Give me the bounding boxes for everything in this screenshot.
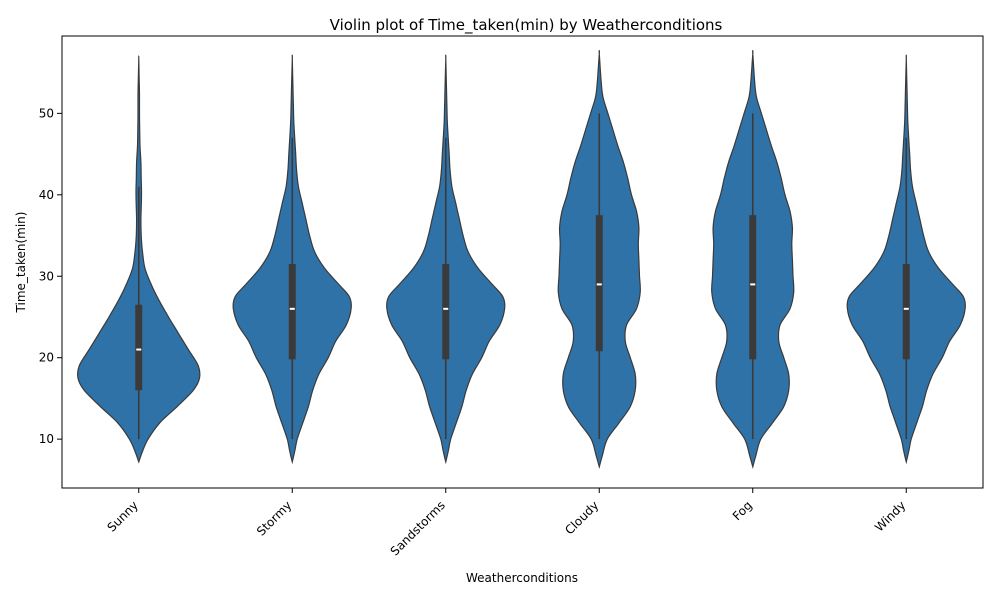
x-axis-ticks: Sunny Stormy Sandstorms Cloudy Fog Windy [104,488,908,558]
violin-windy [846,54,966,465]
x-tick-label: Sunny [104,498,140,534]
violin-iqr-box [135,304,143,391]
violin-fog [711,49,795,469]
x-axis-label: Weatherconditions [466,571,578,585]
violin-sunny [76,55,201,464]
y-tick-label: 10 [39,432,54,446]
violin-iqr-box [288,264,296,360]
plot-frame [61,35,984,489]
x-tick-label: Stormy [254,498,294,538]
x-tick-label: Fog [730,498,755,523]
x-tick-label: Windy [872,498,908,534]
violins-layer [76,49,966,469]
violin-iqr-box [749,215,757,360]
violin-sandstorms [386,54,506,465]
x-tick-label: Cloudy [562,498,601,537]
y-axis-label: Time_taken(min) [14,212,28,314]
y-tick-label: 50 [39,106,54,120]
chart-title: Violin plot of Time_taken(min) by Weathe… [330,16,723,35]
violin-stormy [232,54,352,465]
violin-cloudy [557,49,641,469]
y-tick-label: 40 [39,188,54,202]
y-tick-label: 30 [39,269,54,283]
y-tick-label: 20 [39,351,54,365]
y-axis-ticks: 10 20 30 40 50 [39,106,62,446]
violin-iqr-box [902,264,910,360]
violin-iqr-box [595,215,603,352]
x-tick-label: Sandstorms [388,498,448,558]
violin-iqr-box [442,264,450,360]
